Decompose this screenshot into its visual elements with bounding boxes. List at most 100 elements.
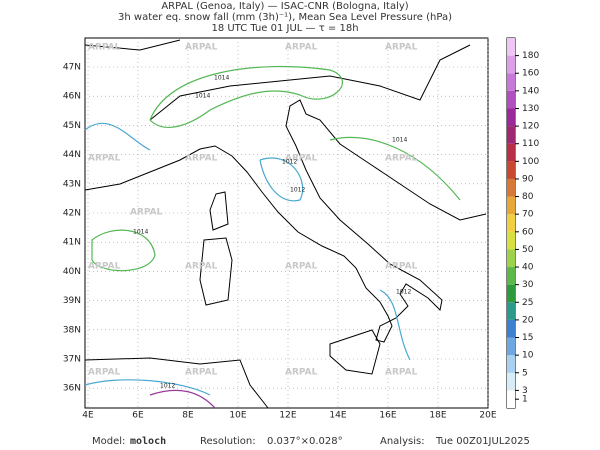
watermark: ARPAL	[285, 154, 318, 164]
lon-label: 12E	[279, 411, 296, 421]
lat-label: 40N	[63, 267, 81, 277]
colorbar-swatch	[507, 372, 515, 391]
isobar	[149, 389, 216, 409]
colorbar-swatch	[507, 196, 515, 215]
coastlines	[84, 39, 487, 409]
watermark: ARPAL	[88, 154, 121, 164]
watermark: ARPAL	[385, 262, 418, 272]
watermark: ARPAL	[88, 368, 121, 378]
colorbar-swatch	[507, 214, 515, 232]
watermark: ARPAL	[185, 368, 218, 378]
colorbar-label: 25	[522, 298, 533, 308]
colorbar-label: 5	[522, 368, 528, 378]
lon-label: 4E	[82, 411, 94, 421]
colorbar-swatch	[507, 38, 515, 56]
watermark: ARPAL	[285, 368, 318, 378]
corsica	[209, 191, 229, 231]
watermark: ARPAL	[185, 262, 218, 272]
colorbar-swatch	[507, 161, 515, 179]
colorbar-label: 70	[522, 210, 534, 220]
colorbar-swatch	[507, 302, 515, 320]
africa-coast	[84, 357, 269, 409]
lon-label: 10E	[229, 411, 246, 421]
watermark: ARPAL	[185, 154, 218, 164]
border	[84, 39, 181, 51]
colorbar-label: 1	[522, 395, 528, 405]
isobar-label: 1014	[133, 229, 148, 236]
colorbar-swatch	[507, 337, 515, 356]
lon-label: 8E	[182, 411, 194, 421]
lat-label: 41N	[63, 238, 81, 248]
watermark: ARPAL	[385, 43, 418, 53]
title-line: ARPAL (Genoa, Italy) — ISAC-CNR (Bologna…	[161, 1, 408, 12]
lat-label: 47N	[63, 63, 81, 73]
isobar-label: 1012	[282, 159, 297, 166]
colorbar-label: 20	[522, 315, 534, 325]
colorbar-label: 100	[522, 157, 539, 167]
lat-label: 38N	[63, 325, 81, 335]
colorbar-swatch	[507, 249, 515, 268]
lon-label: 14E	[329, 411, 346, 421]
footer-label: Model:	[92, 436, 125, 447]
lon-label: 16E	[379, 411, 396, 421]
colorbar-label: 90	[522, 174, 534, 184]
watermark: ARPAL	[88, 43, 121, 53]
colorbar-label: 40	[522, 263, 534, 273]
isobar-label: 1014	[195, 93, 210, 100]
isobar-label: 1012	[290, 187, 305, 194]
lat-label: 43N	[63, 179, 81, 189]
colorbar-swatch	[507, 55, 515, 74]
isobars	[84, 65, 461, 409]
sicily	[329, 329, 381, 375]
isobar-label: 1014	[214, 75, 229, 82]
lat-label: 39N	[63, 296, 81, 306]
colorbar-label: 120	[522, 122, 539, 132]
lat-label: 44N	[63, 150, 81, 160]
lat-label: 36N	[63, 384, 81, 394]
title-line: 18 UTC Tue 01 JUL — τ = 18h	[211, 23, 358, 34]
isobar-label: 1014	[392, 137, 407, 144]
colorbar-label: 60	[522, 227, 534, 237]
sardinia	[199, 237, 233, 306]
watermark: ARPAL	[385, 154, 418, 164]
watermark: ARPAL	[285, 262, 318, 272]
colorbar-swatch	[507, 319, 515, 338]
colorbar-swatch	[507, 178, 515, 197]
colorbar-label: 3	[522, 386, 528, 396]
isobar	[149, 65, 343, 129]
colorbar-swatch	[507, 126, 515, 144]
isobar	[329, 136, 461, 201]
watermark: ARPAL	[130, 208, 163, 218]
watermark: ARPAL	[185, 43, 218, 53]
colorbar-swatch	[507, 108, 515, 127]
isobar-label: 1012	[160, 383, 175, 390]
footer-value: 0.037°×0.028°	[267, 436, 343, 447]
colorbar-label: 110	[522, 139, 539, 149]
watermark: ARPAL	[285, 43, 318, 53]
lon-label: 18E	[429, 411, 446, 421]
footer-label: Resolution:	[200, 436, 256, 447]
colorbar-label: 180	[522, 51, 539, 61]
isobar-label: 1012	[396, 289, 411, 296]
colorbar-label: 160	[522, 69, 539, 79]
lon-label: 20E	[479, 411, 496, 421]
map-frame	[84, 37, 489, 409]
colorbar-swatch	[507, 73, 515, 91]
colorbar-label: 15	[522, 333, 533, 343]
lat-label: 45N	[63, 121, 81, 131]
colorbar-swatch	[507, 390, 515, 408]
colorbar-swatch	[507, 267, 515, 285]
colorbar-label: 10	[522, 351, 534, 361]
colorbar-swatch	[507, 355, 515, 373]
colorbar-swatch	[507, 143, 515, 162]
lat-label: 37N	[63, 355, 81, 365]
colorbar-label: 140	[522, 86, 539, 96]
lat-label: 46N	[63, 92, 81, 102]
colorbar-swatch	[507, 231, 515, 250]
footer-value: moloch	[130, 436, 166, 447]
isobar	[84, 122, 411, 396]
colorbar-label: 80	[522, 192, 534, 202]
title-line: 3h water eq. snow fall (mm (3h)⁻¹), Mean…	[118, 12, 452, 23]
footer-label: Analysis:	[380, 436, 425, 447]
